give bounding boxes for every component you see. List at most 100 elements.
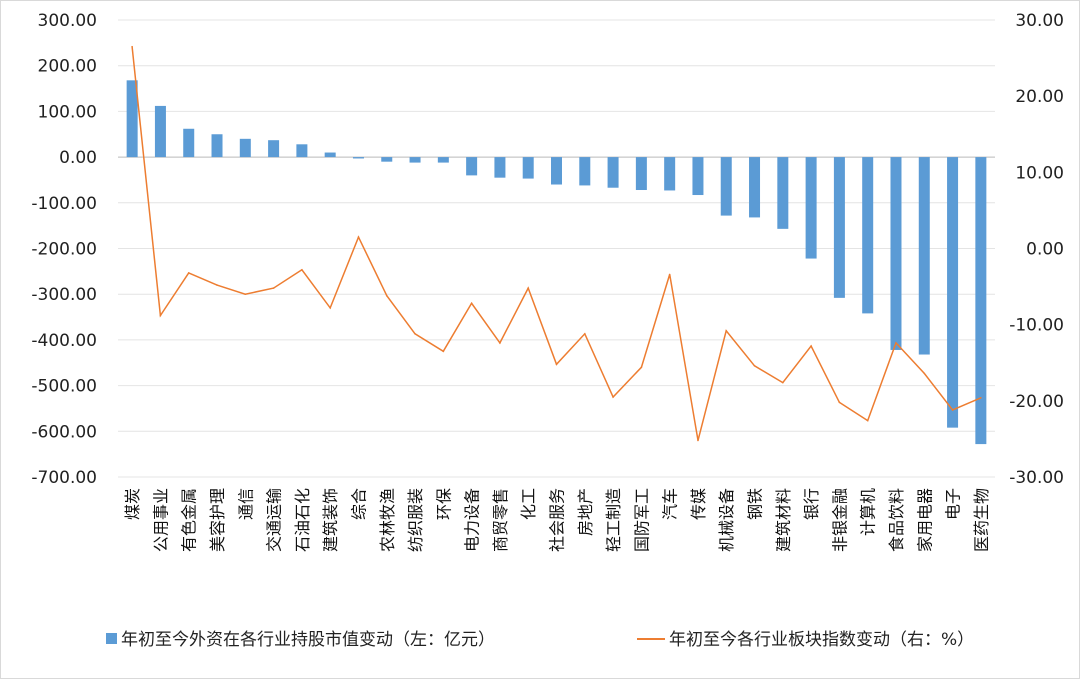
category-label: 计算机 bbox=[859, 488, 878, 536]
category-label: 医药生物 bbox=[972, 488, 991, 552]
right-tick-label: -10.00 bbox=[1009, 316, 1064, 336]
bar bbox=[154, 105, 166, 158]
bar bbox=[494, 157, 506, 178]
bar bbox=[126, 80, 138, 158]
legend-item-line: 年初至今各行业板块指数变动（右：%） bbox=[637, 625, 974, 650]
line-point bbox=[810, 345, 812, 347]
category-label: 交通运输 bbox=[265, 488, 284, 552]
line-point bbox=[187, 272, 190, 274]
category-label: 银行 bbox=[802, 488, 821, 520]
category-label: 非银金融 bbox=[830, 488, 849, 552]
category-label: 通信 bbox=[236, 488, 255, 520]
line-point bbox=[131, 45, 133, 48]
category-label: 建筑装饰 bbox=[321, 488, 340, 552]
line-point bbox=[357, 236, 360, 238]
line-point bbox=[527, 287, 530, 289]
category-label: 石油石化 bbox=[293, 488, 312, 552]
line-point bbox=[725, 329, 728, 332]
bar bbox=[833, 157, 845, 298]
line-point bbox=[895, 342, 897, 344]
bar bbox=[352, 157, 364, 159]
line-point bbox=[301, 269, 303, 271]
line-point bbox=[470, 302, 473, 305]
left-tick-label: 0.00 bbox=[59, 148, 97, 168]
bar bbox=[635, 157, 647, 191]
right-axis: 30.00 20.00 10.00 0.00 -10.00 -20.00 -30.00 bbox=[1009, 11, 1064, 488]
bar bbox=[183, 128, 195, 158]
bar bbox=[211, 134, 223, 158]
left-axis: 300.00 200.00 100.00 0.00 -100.00 -200.00 -300… bbox=[31, 11, 97, 488]
category-label: 煤炭 bbox=[123, 488, 142, 520]
category-label: 机械设备 bbox=[717, 488, 736, 552]
right-tick-label: 0.00 bbox=[1026, 240, 1064, 260]
line-point bbox=[782, 381, 784, 384]
line-point bbox=[329, 307, 331, 309]
right-tick-label: -20.00 bbox=[1009, 392, 1064, 412]
line-point bbox=[753, 364, 756, 367]
right-tick-label: 30.00 bbox=[1015, 11, 1064, 31]
category-label: 电力设备 bbox=[463, 488, 482, 552]
line-point bbox=[272, 287, 275, 289]
category-label: 电子 bbox=[944, 488, 963, 520]
bar bbox=[918, 157, 930, 355]
category-label: 钢铁 bbox=[746, 488, 765, 520]
legend-line-label: 年初至今各行业板块指数变动（右：%） bbox=[669, 630, 975, 650]
category-label: 传媒 bbox=[689, 488, 708, 520]
category-label: 化工 bbox=[519, 488, 538, 520]
line-point bbox=[866, 419, 869, 422]
category-label: 轻工制造 bbox=[604, 488, 623, 552]
line-point bbox=[612, 396, 614, 398]
category-label: 食品饮料 bbox=[887, 488, 906, 552]
left-tick-label: -600.00 bbox=[31, 422, 97, 442]
right-tick-label: 20.00 bbox=[1015, 87, 1064, 107]
line-point bbox=[159, 314, 162, 317]
category-label: 环保 bbox=[434, 488, 453, 520]
bar bbox=[890, 157, 902, 350]
category-axis: 煤炭 公用事业 有色金属 美容护理 通信 交通运输 石油石化 建筑装饰 综合 农林牧渔 纺织服装 环保… bbox=[123, 488, 991, 552]
bar bbox=[692, 157, 704, 196]
bar bbox=[805, 157, 817, 259]
legend-item-bar: 年初至今外资在各行业持股市值变动（左：亿元） bbox=[106, 625, 495, 650]
bar bbox=[551, 157, 562, 185]
legend-bar-label: 年初至今外资在各行业持股市值变动（左：亿元） bbox=[121, 630, 495, 650]
line-point bbox=[668, 273, 671, 276]
line-point bbox=[923, 372, 926, 375]
line-point bbox=[640, 366, 643, 369]
line-layer bbox=[131, 45, 982, 442]
bar bbox=[975, 157, 987, 445]
line-point bbox=[499, 342, 501, 344]
left-tick-label: 300.00 bbox=[38, 11, 97, 31]
category-label: 汽车 bbox=[661, 488, 680, 520]
left-tick-label: -400.00 bbox=[31, 331, 97, 351]
bar bbox=[324, 152, 336, 158]
left-tick-label: -100.00 bbox=[31, 194, 97, 214]
line-point bbox=[216, 284, 218, 286]
category-label: 商贸零售 bbox=[491, 488, 510, 552]
category-label: 建筑材料 bbox=[774, 488, 793, 552]
left-tick-label: -500.00 bbox=[31, 377, 97, 397]
legend-bar-swatch bbox=[106, 633, 117, 644]
category-label: 美容护理 bbox=[208, 488, 227, 552]
right-tick-label: 10.00 bbox=[1015, 163, 1064, 183]
left-tick-label: -200.00 bbox=[31, 240, 97, 260]
category-label: 有色金属 bbox=[180, 488, 199, 552]
bar bbox=[239, 138, 251, 158]
line-point bbox=[980, 396, 982, 399]
line-point bbox=[385, 294, 388, 297]
legend-line-swatch bbox=[637, 638, 665, 640]
bar bbox=[579, 157, 591, 186]
bar bbox=[268, 140, 280, 158]
bar bbox=[437, 157, 449, 163]
bar bbox=[749, 157, 761, 218]
bar bbox=[862, 157, 874, 314]
bar bbox=[720, 157, 732, 216]
line-point bbox=[951, 409, 954, 411]
left-tick-label: 100.00 bbox=[38, 102, 97, 122]
bar bbox=[777, 157, 789, 229]
left-tick-label: -300.00 bbox=[31, 285, 97, 305]
bar bbox=[664, 157, 676, 191]
line-point bbox=[697, 439, 699, 442]
bar bbox=[607, 157, 619, 188]
line-point bbox=[838, 401, 841, 404]
